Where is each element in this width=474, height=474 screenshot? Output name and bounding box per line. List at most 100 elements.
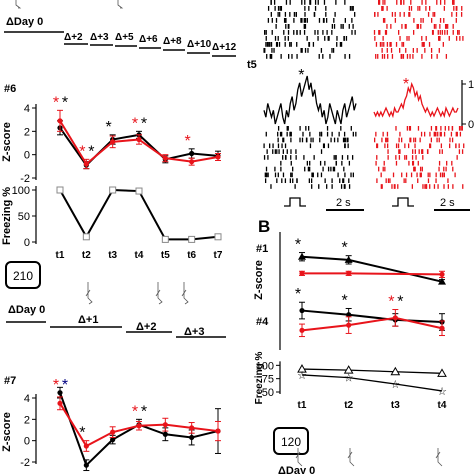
data-point: [110, 429, 116, 435]
cell7-label: #7: [4, 375, 16, 387]
data-point: [56, 186, 64, 194]
data-point: [390, 366, 401, 376]
cell6-freezing-plot: Freezing % 0 50 100 t1 t2 t3 t4 t5 t6 t7: [1, 185, 223, 261]
data-point: [346, 322, 352, 328]
stimulus-marker-black: [284, 197, 306, 207]
x-tick-label: t5: [161, 250, 170, 261]
data-point: [437, 368, 447, 377]
cell6-ylabel: Z-score: [1, 122, 13, 162]
significance-star: *: [298, 67, 304, 84]
y-tick-label: 2: [24, 126, 30, 138]
data-point: [344, 255, 353, 263]
x-tick-label: t2: [344, 400, 353, 411]
significance-star: *: [342, 240, 348, 257]
b-cell1-label: #1: [256, 243, 268, 255]
significance-star: *: [62, 377, 68, 394]
x-tick-label: t3: [108, 250, 117, 261]
data-point: [189, 159, 195, 165]
x-tick-label: t4: [135, 250, 144, 261]
series-line: [301, 255, 443, 283]
data-point: [439, 325, 445, 331]
raster-panels: t5 * 0 10 * 2 s 2 s: [247, 0, 474, 211]
y-tick-label: 10: [468, 79, 474, 91]
needle-icon: [15, 0, 124, 9]
needle-icon: [295, 448, 443, 467]
b-cell1-ylabel: Z-score: [253, 260, 265, 300]
data-point: [162, 422, 168, 428]
timeline-top-d6: Δ+6: [139, 34, 158, 45]
series-line: [301, 374, 443, 392]
cell6-freezing-ylabel: Freezing %: [1, 187, 13, 245]
b-freezing-ylabel: Freezing %: [254, 352, 265, 405]
data-point: [57, 400, 63, 406]
timeline-mid: 210 ΔDay 0 Δ+1 Δ+2 Δ+3: [5, 261, 226, 338]
timeline-right-box-value: 120: [281, 435, 301, 449]
data-point: [189, 434, 195, 441]
timeline-right: 120 ΔDay 0: [273, 427, 443, 474]
data-point: [189, 150, 195, 157]
data-point: [215, 154, 221, 160]
data-point: ☆: [390, 379, 400, 391]
data-point: [346, 312, 352, 318]
timeline-top-day0: ΔDay 0: [6, 16, 43, 28]
data-point: [439, 271, 445, 277]
data-point: [83, 462, 89, 468]
stimulus-marker-red: [392, 197, 414, 207]
y-tick-label: 0: [24, 436, 30, 448]
significance-star: *: [141, 115, 147, 132]
series-line: [301, 368, 443, 374]
data-point: [162, 155, 168, 161]
timeline-top-d2: Δ+2: [64, 32, 83, 43]
data-point: [299, 327, 305, 333]
data-point: [214, 233, 222, 241]
series-line: [263, 75, 357, 125]
cell7-ylabel: Z-score: [1, 412, 13, 452]
series-line: [59, 188, 219, 241]
significance-star: *: [132, 403, 138, 420]
x-tick-label: t6: [187, 250, 196, 261]
b-cell4-label: #4: [256, 316, 269, 328]
significance-star: *: [342, 292, 348, 309]
y-tick-label: 75: [262, 374, 274, 386]
y-tick-label: 0: [468, 119, 474, 131]
y-tick-label: -2: [20, 457, 30, 469]
data-point: [438, 277, 446, 285]
data-point: [299, 307, 305, 314]
timeline-top-d12: Δ+12: [212, 42, 237, 53]
significance-star: *: [141, 403, 147, 420]
significance-star: *: [403, 76, 409, 93]
x-tick-label: t1: [56, 250, 65, 261]
scale-bar-label-black: 2 s: [336, 197, 351, 209]
significance-star: *: [295, 237, 301, 254]
x-tick-label: t1: [298, 400, 307, 411]
timeline-mid-box-value: 210: [13, 269, 33, 283]
significance-star: *: [132, 115, 138, 132]
timeline-mid-day0: ΔDay 0: [8, 304, 45, 316]
data-point: [215, 428, 221, 434]
cell6-label: #6: [4, 83, 16, 95]
data-point: [110, 139, 116, 145]
data-point: [136, 423, 142, 429]
x-tick-label: t7: [214, 250, 223, 261]
timeline-top: ΔDay 0 Δ+2 Δ+3 Δ+5 Δ+6 Δ+8 Δ+10 Δ+12: [4, 0, 237, 57]
data-point: ☆: [297, 370, 307, 382]
significance-star: *: [295, 286, 301, 303]
data-point: [162, 431, 168, 437]
y-tick-label: 2: [24, 414, 30, 426]
data-point: [109, 186, 117, 194]
significance-star: *: [79, 143, 85, 160]
y-tick-label: 0: [24, 237, 30, 249]
timeline-mid-d3: Δ+3: [184, 326, 204, 338]
data-point: [83, 443, 89, 449]
panel-label-b: B: [258, 217, 270, 236]
timeline-top-d10: Δ+10: [187, 39, 212, 50]
data-point: [392, 315, 398, 321]
timeline-mid-d2: Δ+2: [136, 321, 156, 333]
data-point: [298, 252, 306, 260]
b-cell4-plot: #4 * * * *: [256, 286, 445, 338]
significance-star: *: [62, 94, 68, 111]
